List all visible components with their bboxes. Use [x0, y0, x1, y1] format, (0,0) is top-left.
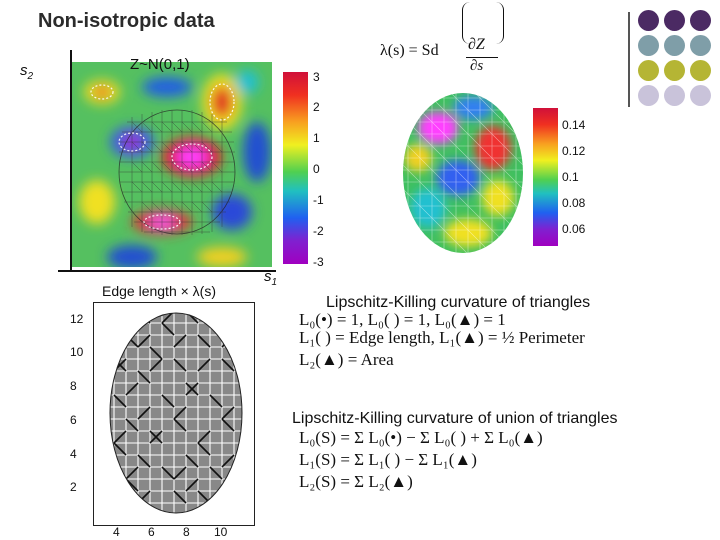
field-tick: 1	[313, 131, 320, 145]
lk-union-title: Lipschitz-Killing curvature of union of …	[292, 410, 618, 427]
s1-axis-line	[58, 270, 276, 272]
lk-L1-line: L₁( ) = Edge length, L₁(▲) = ½ Perimeter	[299, 328, 585, 347]
decor-dot	[690, 60, 711, 81]
decor-dot	[638, 60, 659, 81]
mesh-y-tick: 4	[70, 447, 77, 461]
field-label: Z~N(0,1)	[130, 56, 190, 73]
decor-dot-grid	[638, 10, 718, 106]
partial-denominator: ∂s	[470, 58, 484, 74]
lambda-tick: 0.14	[562, 118, 586, 132]
mesh-y-tick: 12	[70, 312, 84, 326]
lambda-map	[398, 88, 528, 258]
decor-dot	[638, 35, 659, 56]
decor-divider	[628, 12, 630, 107]
mesh-x-tick: 8	[183, 525, 190, 539]
field-tick: -1	[313, 193, 324, 207]
lambda-tick: 0.1	[562, 170, 579, 184]
lambda-parentheses	[462, 2, 504, 44]
lk-sum-L1: L₁(S) = Σ L₁( ) − Σ L₁(▲)	[299, 450, 477, 469]
decor-dot	[690, 35, 711, 56]
field-tick: -2	[313, 224, 324, 238]
decor-dot	[638, 85, 659, 106]
decor-dot	[690, 10, 711, 31]
mesh-x-tick: 4	[113, 525, 120, 539]
lambda-colorbar-ticks: 0.14 0.12 0.1 0.08 0.06	[562, 112, 602, 252]
decor-dot	[664, 35, 685, 56]
field-tick: 0	[313, 162, 320, 176]
decor-dot	[664, 10, 685, 31]
slide-title: Non-isotropic data	[38, 10, 215, 32]
partial-numerator: ∂Z	[468, 36, 485, 53]
s2-axis-line	[70, 50, 72, 272]
lambda-tick: 0.08	[562, 196, 586, 210]
field-colorbar-ticks: 3 2 1 0 -1 -2 -3	[313, 70, 333, 270]
lambda-colorbar	[533, 108, 558, 246]
triangle-mesh	[109, 312, 243, 514]
mesh-y-tick: 6	[70, 413, 77, 427]
lk-triangles-title: Lipschitz-Killing curvature of triangles	[326, 294, 591, 311]
field-tick: 3	[313, 70, 320, 84]
mesh-x-tick: 10	[214, 525, 228, 539]
mesh-y-tick: 10	[70, 345, 84, 359]
mesh-y-tick: 2	[70, 480, 77, 494]
s1-axis-label: s1	[264, 268, 278, 288]
mesh-y-ticks: 12 10 8 6 4 2	[70, 302, 90, 524]
field-colorbar	[283, 72, 308, 264]
lambda-formula: λ(s) = Sd	[380, 42, 439, 59]
lk-sum-L2: L₂(S) = Σ L₂(▲)	[299, 472, 413, 491]
decor-dot	[638, 10, 659, 31]
lambda-mesh	[403, 93, 523, 253]
edge-caption: Edge length × λ(s)	[102, 283, 217, 299]
lambda-tick: 0.12	[562, 144, 586, 158]
lambda-tick: 0.06	[562, 222, 586, 236]
mesh-y-tick: 8	[70, 379, 77, 393]
mesh-x-ticks: 4 6 8 10	[93, 525, 258, 539]
decor-dot	[664, 60, 685, 81]
lk-L2-line: L₂(▲) = Area	[299, 350, 394, 369]
field-image	[72, 62, 272, 267]
s2-axis-label: s2	[20, 62, 34, 82]
mesh-plot	[93, 302, 255, 526]
field-tick: 2	[313, 100, 320, 114]
mesh-x-tick: 6	[148, 525, 155, 539]
fraction-bar	[466, 57, 498, 58]
decor-dot	[690, 85, 711, 106]
lk-L0-line: L₀(•) = 1, L₀( ) = 1, L₀(▲) = 1	[299, 310, 506, 329]
field-tick: -3	[313, 255, 324, 269]
lk-sum-L0: L₀(S) = Σ L₀(•) − Σ L₀( ) + Σ L₀(▲)	[299, 428, 543, 447]
field-heatmap	[72, 62, 272, 267]
decor-dot	[664, 85, 685, 106]
